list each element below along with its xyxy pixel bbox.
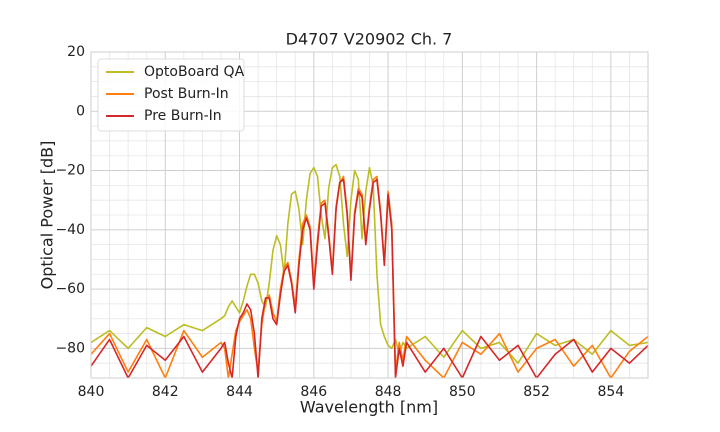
x-tick-label: 854	[597, 384, 624, 400]
x-axis-label: Wavelength [nm]	[300, 398, 438, 417]
legend: OptoBoard QA Post Burn-In Pre Burn-In	[97, 58, 245, 132]
y-tick-label: 0	[76, 103, 85, 119]
ticks: 840 842 844 846 848 850 852 854 −80 −60 −40 −20 0 20	[55, 44, 649, 400]
series-line	[91, 178, 648, 378]
x-tick-label: 850	[449, 384, 476, 400]
y-tick-label: −60	[55, 281, 85, 297]
plot-frame	[90, 51, 649, 379]
y-tick-label: −20	[55, 163, 85, 179]
legend-label: OptoBoard QA	[144, 64, 245, 80]
y-tick-label: −40	[55, 222, 85, 238]
legend-label: Pre Burn-In	[144, 108, 222, 124]
x-tick-label: 848	[375, 384, 402, 400]
y-tick-label: 20	[67, 44, 85, 60]
chart-title: D4707 V20902 Ch. 7	[286, 30, 453, 49]
x-tick-label: 842	[152, 384, 179, 400]
legend-label: Post Burn-In	[144, 86, 229, 102]
y-axis-label: Optical Power [dB]	[38, 141, 57, 290]
x-tick-label: 840	[78, 384, 105, 400]
legend-box	[97, 58, 245, 132]
x-tick-label: 852	[523, 384, 550, 400]
lines	[91, 163, 648, 378]
series-line	[91, 163, 648, 364]
y-tick-label: −80	[55, 340, 85, 356]
x-tick-label: 846	[300, 384, 327, 400]
x-tick-label: 844	[226, 384, 253, 400]
